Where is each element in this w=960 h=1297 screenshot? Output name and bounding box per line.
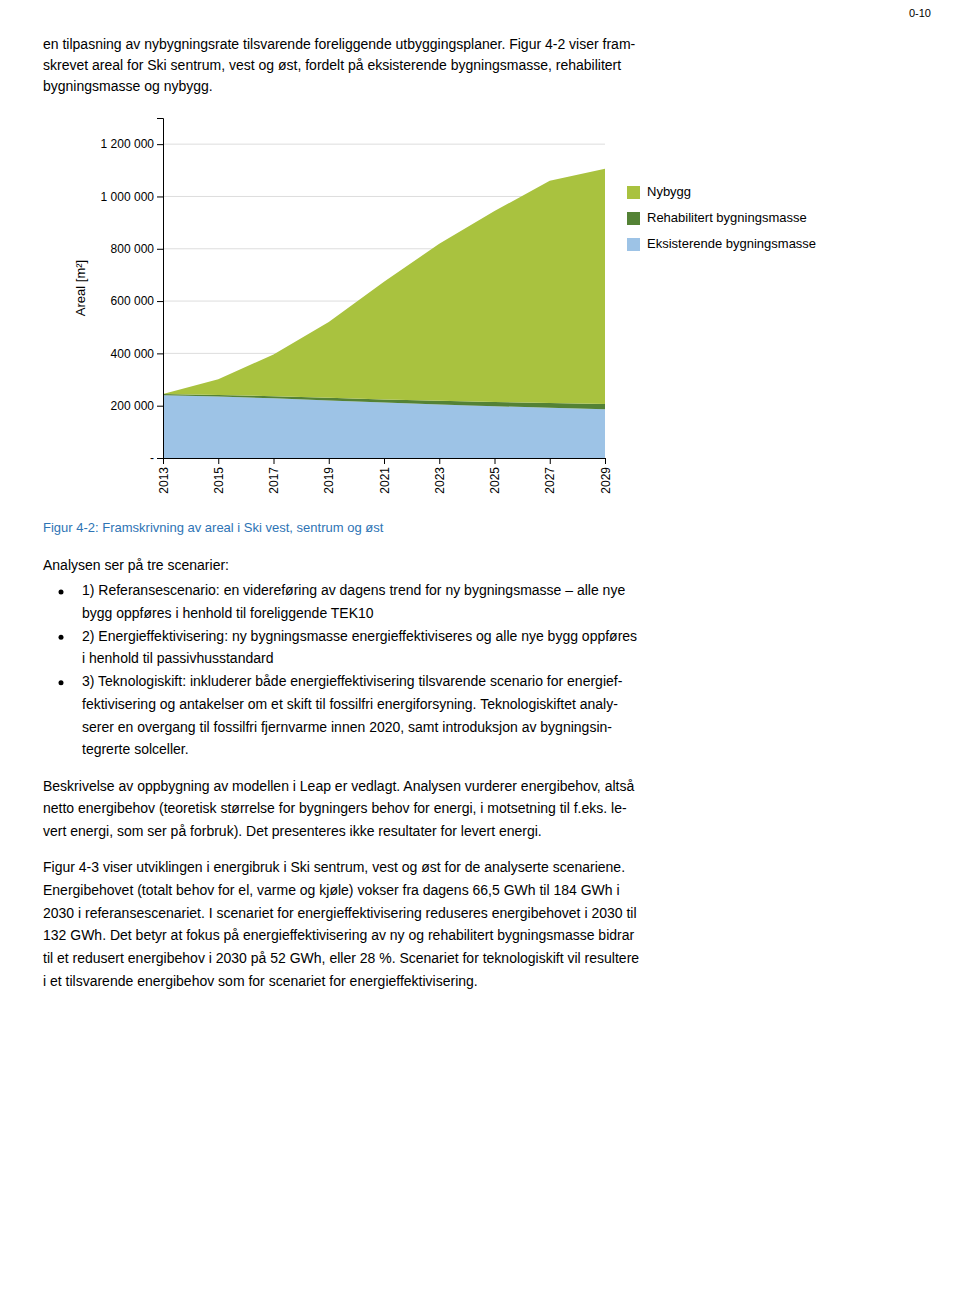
tick-mark: [218, 458, 219, 464]
body-text: tegrerte solceller.: [82, 741, 189, 757]
tick: 2029: [599, 458, 613, 494]
tick: -: [150, 451, 163, 465]
legend-label: Eksisterende bygningsmasse: [647, 236, 816, 251]
tick-label: -: [150, 451, 154, 465]
intro-text: en tilpasning av nybygningsrate tilsvare…: [43, 36, 636, 52]
legend-item: Nybygg: [627, 184, 691, 199]
legend-swatch: [627, 238, 640, 251]
legend-label: Rehabilitert bygningsmasse: [647, 210, 807, 225]
legend: Nybygg Rehabilitert bygningsmasse Eksister…: [627, 184, 816, 251]
body-text: 1) Referansescenario: en videreføring av…: [82, 582, 625, 598]
intro-text: skrevet areal for Ski sentrum, vest og ø…: [43, 57, 621, 73]
tick-mark: [157, 353, 163, 354]
page: 0-10 en tilpasning av nybygningsrate tils…: [0, 0, 960, 1297]
tick-label: 2027: [543, 467, 557, 494]
body-text: 2030 i referansescenariet. I scenariet f…: [43, 905, 637, 921]
grid-line: [163, 144, 605, 145]
tick: 2013: [157, 458, 171, 494]
tick-mark: [550, 458, 551, 464]
body-text: 132 GWh. Det betyr at fokus på energieff…: [43, 927, 634, 943]
tick-label: 400 000: [111, 347, 155, 361]
body-text: bygg oppføres i henhold til foreliggende…: [82, 605, 374, 621]
tick-label: 2015: [212, 467, 226, 494]
chart: - 200 000 400 000 600 000 800 000 1 000 000 1 …: [73, 119, 613, 494]
body-text: netto energibehov (teoretisk størrelse f…: [43, 800, 627, 816]
axis-line: [157, 119, 164, 459]
body-text: Figur 4-3 viser utviklingen i energibruk…: [43, 859, 625, 875]
legend-item: Eksisterende bygningsmasse: [627, 236, 816, 251]
tick-label: 800 000: [111, 242, 155, 256]
body-text: Analysen ser på tre scenarier:: [43, 557, 229, 573]
tick-label: 200 000: [111, 399, 155, 413]
tick-label: 2013: [157, 467, 171, 494]
y-axis: - 200 000 400 000 600 000 800 000 1 000 000 1 …: [101, 119, 164, 466]
tick: 2015: [212, 458, 226, 494]
tick-label: 2019: [322, 467, 336, 494]
tick-mark: [384, 458, 385, 464]
tick: 400 000: [111, 347, 163, 361]
tick: 2027: [543, 458, 557, 494]
tick: 2017: [267, 458, 281, 494]
intro-text: bygningsmasse og nybygg.: [43, 78, 213, 94]
body-text: vert energi, som ser på forbruk). Det pr…: [43, 823, 542, 839]
tick-label: 600 000: [111, 294, 155, 308]
tick-mark: [157, 458, 163, 459]
body-text: serer en overgang til fossilfri fjernvar…: [82, 719, 612, 735]
legend-item: Rehabilitert bygningsmasse: [627, 210, 807, 225]
tick-label: 2021: [378, 467, 392, 494]
legend-swatch: [627, 186, 640, 199]
tick-mark: [605, 458, 606, 464]
body-text: i et tilsvarende energibehov som for sce…: [43, 973, 478, 989]
tick-label: 1 200 000: [101, 137, 155, 151]
tick-label: 2025: [488, 467, 502, 494]
tick: 1 000 000: [101, 190, 163, 204]
tick-label: 2029: [599, 467, 613, 494]
grid: [163, 144, 605, 458]
body-text: Beskrivelse av oppbygning av modellen i …: [43, 778, 634, 794]
plot-area: [163, 169, 605, 458]
tick-label: 1 000 000: [101, 190, 155, 204]
tick-mark: [329, 458, 330, 464]
tick-mark: [157, 249, 163, 250]
bullet: [59, 680, 64, 685]
tick-mark: [157, 144, 163, 145]
tick: 2019: [322, 458, 336, 494]
body-text: Energibehovet (totalt behov for el, varm…: [43, 882, 620, 898]
area: [163, 169, 605, 404]
tick: 200 000: [111, 399, 163, 413]
page-number: 0-10: [909, 7, 931, 19]
legend-swatch: [627, 212, 640, 225]
tick: 600 000: [111, 294, 163, 308]
tick: 800 000: [111, 242, 163, 256]
tick: 2021: [378, 458, 392, 494]
tick: 2023: [433, 458, 447, 494]
tick-mark: [157, 196, 163, 197]
bullet: [59, 635, 64, 640]
axis-title: Areal [m²]: [73, 260, 88, 316]
tick-label: 2017: [267, 467, 281, 494]
x-axis: 2013 2015 2017 2019 2021 2023 2025 2027 2029: [157, 458, 613, 494]
body-text: i henhold til passivhusstandard: [82, 650, 273, 666]
body-text: 3) Teknologiskift: inkluderer både energ…: [82, 673, 623, 689]
body-text: 2) Energieffektivisering: ny bygningsmas…: [82, 628, 637, 644]
tick: 2025: [488, 458, 502, 494]
axis-line: [164, 459, 606, 465]
tick-mark: [439, 458, 440, 464]
body-text: til et redusert energibehov i 2030 på 52…: [43, 950, 639, 966]
bullet: [59, 589, 64, 594]
tick-mark: [274, 458, 275, 464]
tick-mark: [157, 301, 163, 302]
tick-mark: [157, 406, 163, 407]
tick-mark: [163, 458, 164, 464]
tick-label: 2023: [433, 467, 447, 494]
tick: 1 200 000: [101, 137, 163, 151]
legend-label: Nybygg: [647, 184, 691, 199]
body-text: fektivisering og antakelser om et skift …: [82, 696, 618, 712]
caption: Figur 4-2: Framskrivning av areal i Ski …: [43, 520, 384, 535]
tick-mark: [495, 458, 496, 464]
